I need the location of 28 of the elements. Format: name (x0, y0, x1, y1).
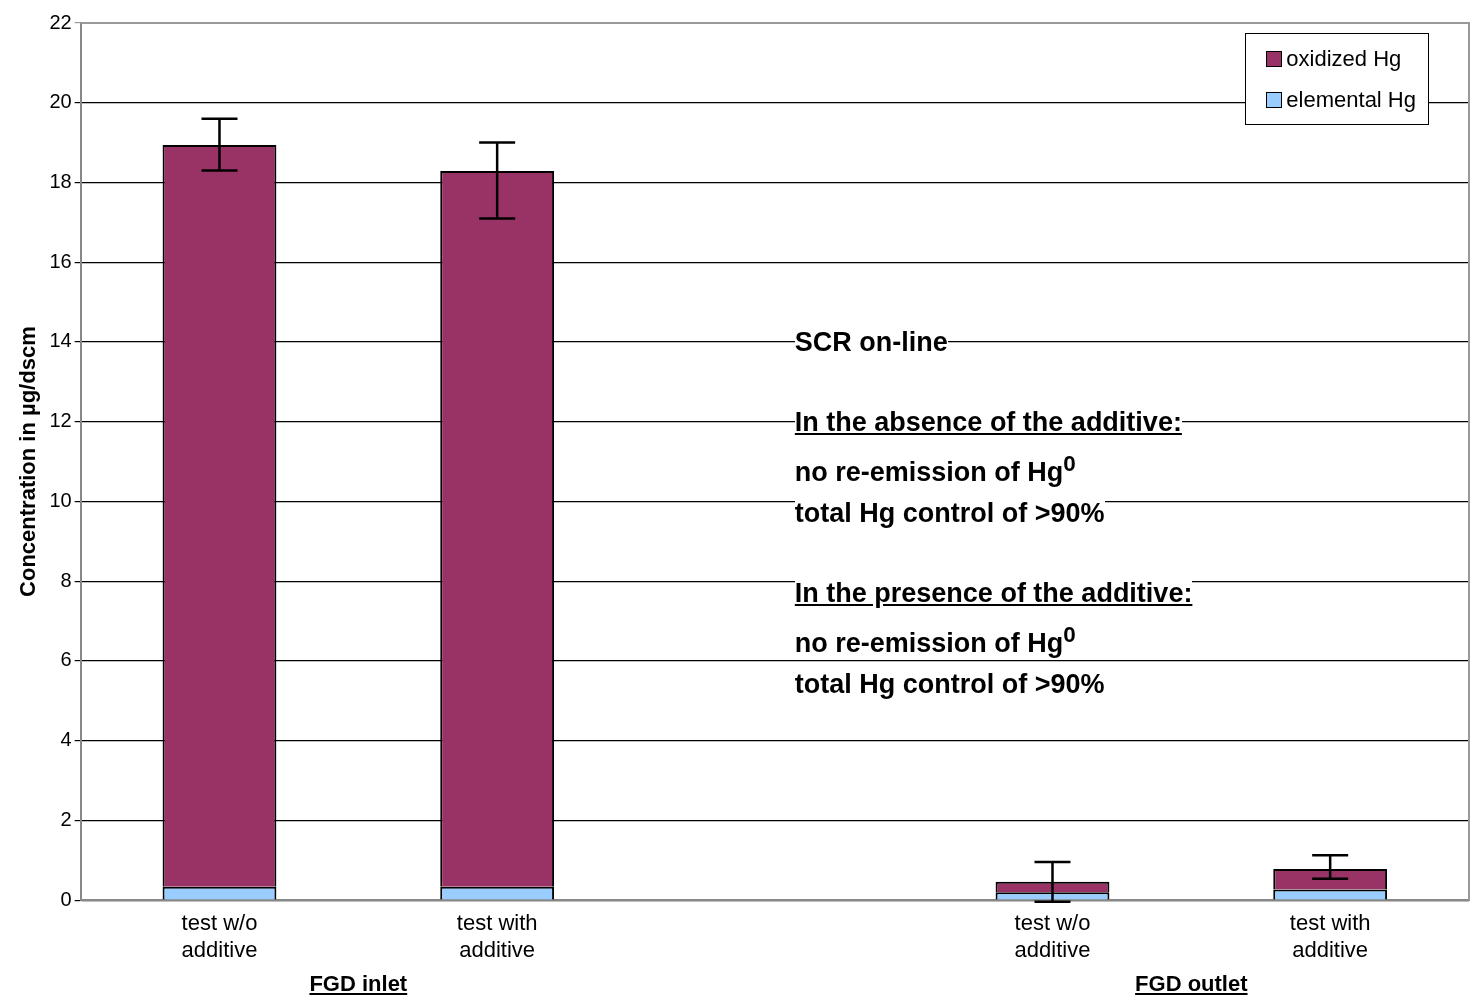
annotation: SCR on-line (794, 326, 948, 357)
annotation: In the presence of the additive: (794, 577, 1193, 608)
legend-label: elemental Hg (1286, 86, 1416, 114)
annotation: total Hg control of >90% (794, 497, 1105, 528)
x-tick-label: test w/o additive (181, 910, 258, 962)
x-tick-label: test with additive (1289, 910, 1371, 962)
x-tick-label: test w/o additive (1014, 910, 1091, 962)
annotation: In the absence of the additive: (794, 406, 1182, 437)
annotation: no re-emission of Hg$^{0}$ (794, 450, 1076, 487)
x-tick-label: test with additive (456, 910, 538, 962)
y-tick-label: 14 (49, 329, 72, 352)
legend-label: oxidized Hg (1286, 45, 1402, 73)
y-tick-label: 22 (49, 10, 72, 33)
y-tick-label: 4 (60, 728, 72, 751)
text: FGD inlet (308, 971, 409, 997)
y-tick-label: 2 (60, 807, 72, 830)
y-tick-label: 6 (60, 648, 72, 671)
y-tick-label: 0 (60, 887, 72, 910)
y-axis-title: Concentration in µg/dscm (15, 326, 41, 597)
y-tick-label: 12 (49, 409, 72, 432)
y-tick-label: 10 (49, 488, 72, 511)
y-tick-label: 18 (49, 170, 72, 193)
y-tick-label: 16 (49, 249, 72, 272)
text: FGD outlet (1134, 971, 1249, 997)
y-tick-label: 20 (49, 90, 72, 113)
annotation: total Hg control of >90% (794, 668, 1105, 699)
annotation: no re-emission of Hg$^{0}$ (794, 621, 1076, 658)
y-tick-label: 8 (60, 568, 72, 591)
